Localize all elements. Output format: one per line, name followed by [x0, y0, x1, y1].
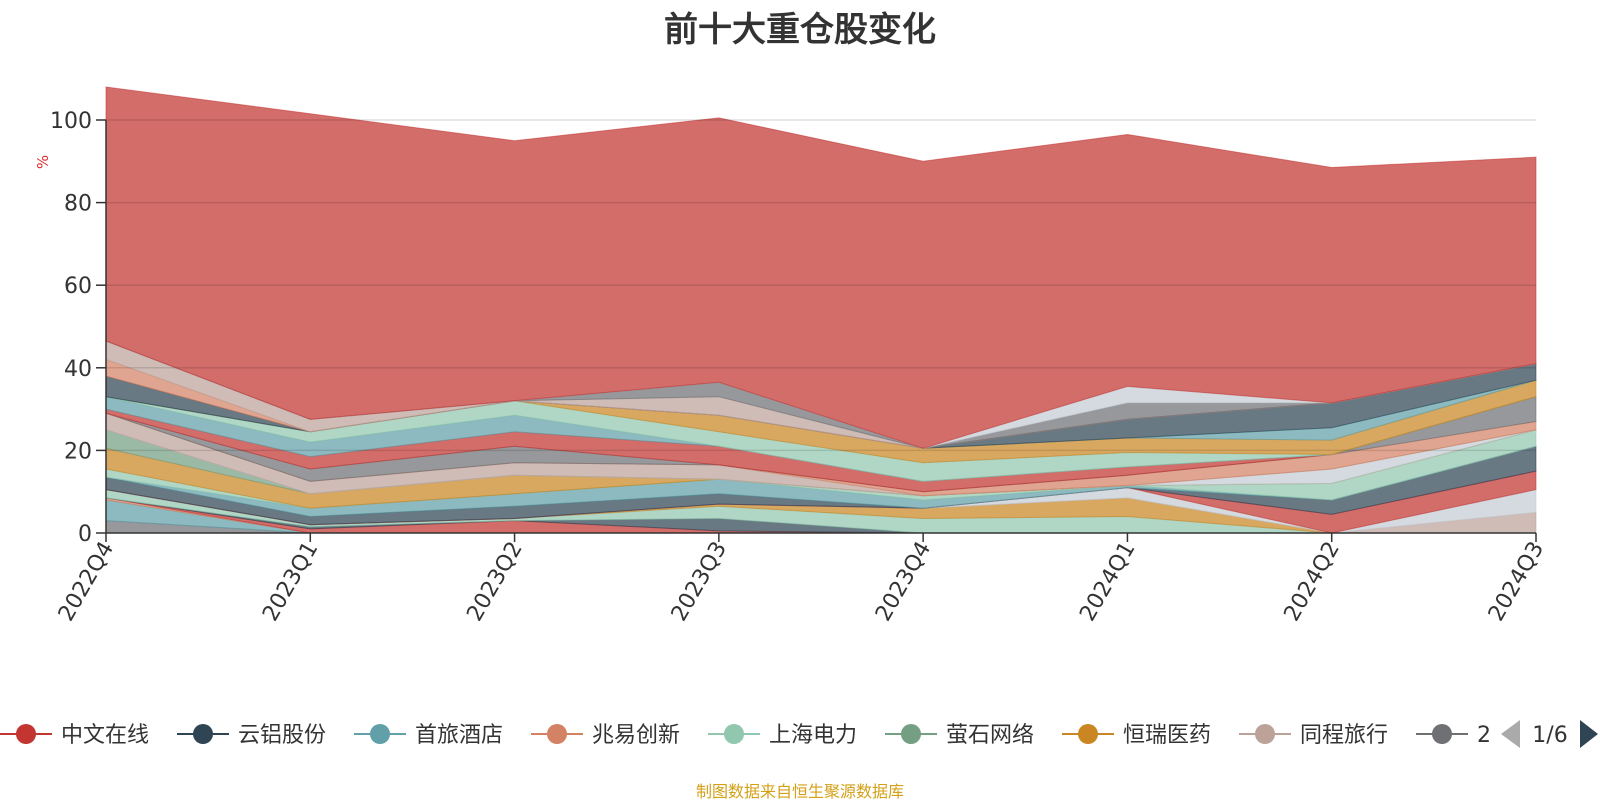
- legend-item[interactable]: 兆易创新: [531, 723, 680, 748]
- y-axis-label: %: [34, 155, 52, 169]
- x-tick-label: 2023Q4: [871, 538, 936, 626]
- x-tick-label: 2023Q1: [258, 538, 323, 626]
- legend-item[interactable]: 中文在线: [0, 723, 149, 748]
- legend-marker: [1078, 724, 1098, 744]
- legend-item[interactable]: 恒瑞医药: [1062, 723, 1211, 748]
- y-tick-label: 100: [50, 109, 92, 134]
- legend-label: 2: [1477, 723, 1491, 748]
- legend-label: 首旅酒店: [415, 723, 503, 748]
- legend-marker: [724, 724, 744, 744]
- legend-marker: [16, 724, 36, 744]
- x-tick-label: 2023Q2: [462, 538, 527, 626]
- source-note: 制图数据来自恒生聚源数据库: [695, 782, 904, 801]
- legend-page-indicator: 1/6: [1532, 723, 1567, 748]
- legend-label: 兆易创新: [592, 723, 680, 748]
- legend-label: 云铝股份: [238, 723, 326, 748]
- legend-label: 中文在线: [61, 723, 149, 748]
- legend-item[interactable]: 首旅酒店: [354, 723, 503, 748]
- y-tick-label: 20: [64, 439, 92, 464]
- legend-label: 上海电力: [769, 723, 857, 748]
- legend-item[interactable]: 同程旅行: [1239, 723, 1388, 748]
- area-s30: [105, 86, 1537, 449]
- y-tick-label: 60: [64, 274, 92, 299]
- y-tick-label: 80: [64, 192, 92, 217]
- legend-item[interactable]: 2: [1416, 723, 1491, 748]
- x-tick-label: 2024Q3: [1484, 538, 1549, 626]
- legend-marker: [1432, 724, 1452, 744]
- x-tick-label: 2022Q4: [54, 538, 119, 626]
- legend-label: 恒瑞医药: [1123, 723, 1211, 748]
- legend-item[interactable]: 云铝股份: [177, 723, 326, 748]
- legend: 中文在线 云铝股份 首旅酒店 兆易创新 上海电力 萤石网络 恒瑞医药 同程旅行 2 1/6: [0, 720, 1598, 748]
- legend-marker: [547, 724, 567, 744]
- x-tick-label: 2023Q3: [667, 538, 732, 626]
- legend-label: 同程旅行: [1300, 723, 1388, 748]
- x-tick-label: 2024Q1: [1075, 538, 1140, 626]
- legend-next-page-icon[interactable]: [1580, 720, 1598, 748]
- area-series-group: [105, 86, 1537, 534]
- y-tick-label: 0: [78, 522, 92, 547]
- legend-marker: [1255, 724, 1275, 744]
- legend-label: 萤石网络: [946, 723, 1034, 748]
- x-tick-label: 2024Q2: [1280, 538, 1345, 626]
- y-tick-label: 40: [64, 357, 92, 382]
- legend-item[interactable]: 萤石网络: [885, 723, 1034, 748]
- chart-title: 前十大重仓股变化: [664, 10, 936, 50]
- legend-marker: [901, 724, 921, 744]
- legend-item[interactable]: 上海电力: [708, 723, 857, 748]
- legend-marker: [370, 724, 390, 744]
- grid-lines: [106, 119, 1536, 452]
- legend-marker: [193, 724, 213, 744]
- legend-prev-page-icon[interactable]: [1501, 720, 1520, 748]
